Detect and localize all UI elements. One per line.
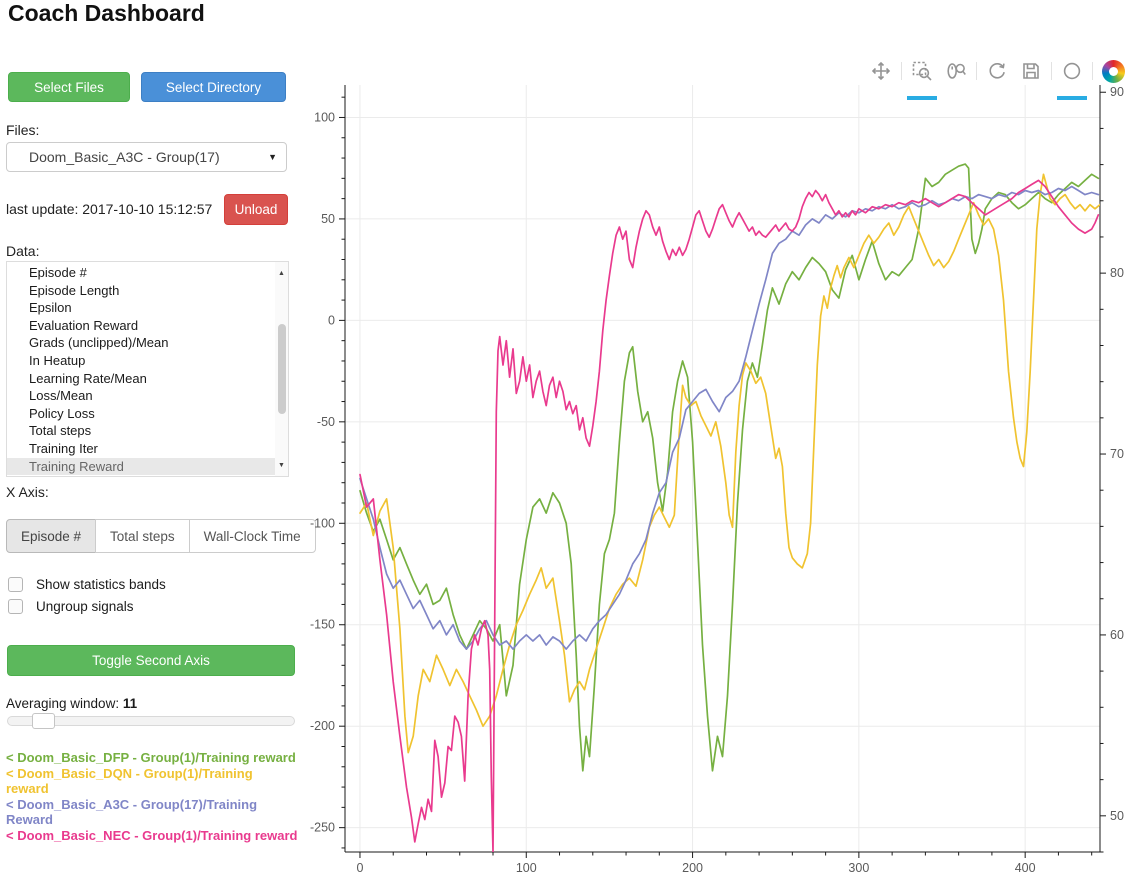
svg-text:70: 70	[1110, 447, 1124, 461]
data-list-item[interactable]: Epsilon	[29, 300, 72, 316]
active-tool-underline	[907, 96, 937, 100]
averaging-window-label: Averaging window: 11	[6, 696, 137, 711]
box-zoom-icon[interactable]	[907, 58, 937, 100]
reset-icon[interactable]	[985, 58, 1009, 84]
legend-item[interactable]: < Doom_Basic_NEC - Group(1)/Training rew…	[6, 827, 298, 843]
series-line	[359, 179, 1100, 852]
dropdown-caret-icon: ▼	[268, 152, 277, 162]
chart-legend: < Doom_Basic_DFP - Group(1)/Training rew…	[6, 750, 298, 844]
data-list-item[interactable]: Grads (unclipped)/Mean	[29, 335, 169, 351]
x-axis-tab[interactable]: Episode #	[6, 519, 97, 553]
data-list-item[interactable]: Policy Loss	[29, 405, 95, 421]
toolbar-separator	[901, 62, 902, 80]
select-files-button[interactable]: Select Files	[8, 72, 130, 102]
svg-text:90: 90	[1110, 85, 1124, 99]
chart-axes	[339, 85, 1106, 858]
active-tool-underline	[1057, 96, 1087, 100]
checkbox-label: Ungroup signals	[36, 598, 134, 614]
files-label: Files:	[6, 122, 40, 138]
bokeh-logo-icon[interactable]	[1101, 58, 1125, 84]
svg-text:50: 50	[321, 212, 335, 226]
checkbox-row[interactable]: Show statistics bands	[8, 573, 166, 595]
toolbar-separator	[1092, 62, 1093, 80]
svg-text:-150: -150	[310, 618, 335, 632]
legend-item[interactable]: < Doom_Basic_A3C - Group(17)/Training Re…	[6, 796, 258, 828]
data-list-item[interactable]: Training Iter	[29, 440, 98, 456]
data-list-item[interactable]: Total steps	[29, 423, 92, 439]
averaging-window-text: Averaging window:	[6, 696, 120, 711]
svg-text:100: 100	[516, 861, 537, 875]
toolbar-separator	[1051, 62, 1052, 80]
averaging-slider[interactable]	[7, 713, 295, 729]
x-axis-tabs: Episode # Total steps Wall-Clock Time	[6, 519, 316, 553]
svg-text:400: 400	[1015, 861, 1036, 875]
data-list-item[interactable]: Episode Length	[29, 282, 120, 298]
chart-grid	[345, 85, 1100, 852]
averaging-window-value: 11	[122, 696, 138, 711]
series-line	[359, 163, 1100, 772]
chart-toolbar	[864, 57, 1130, 100]
svg-text:-100: -100	[310, 516, 335, 530]
slider-handle[interactable]	[32, 713, 55, 729]
page-title: Coach Dashboard	[8, 0, 205, 26]
chart-tick-labels: 0 100 200 300 400 100 50 0 -50 -100 -150 -200 -250 90…	[310, 85, 1124, 875]
data-list-item[interactable]: Training Reward	[7, 457, 275, 476]
data-list-item[interactable]: Loss/Mean	[29, 388, 93, 404]
svg-text:0: 0	[328, 313, 335, 327]
checkbox[interactable]	[8, 576, 23, 592]
toolbar-separator	[976, 62, 977, 80]
scroll-down-arrow-icon[interactable]: ▼	[278, 462, 285, 469]
legend-item[interactable]: < Doom_Basic_DFP - Group(1)/Training rew…	[6, 750, 296, 765]
svg-text:-200: -200	[310, 719, 335, 733]
checkbox-label: Show statistics bands	[36, 576, 166, 592]
chart-series	[359, 163, 1100, 852]
checkbox-row[interactable]: Ungroup signals	[8, 595, 166, 617]
x-axis-tab[interactable]: Wall-Clock Time	[188, 519, 316, 553]
svg-text:-250: -250	[310, 821, 335, 835]
chart-canvas[interactable]: 0 100 200 300 400 100 50 0 -50 -100 -150 -200 -250 90…	[280, 60, 1142, 881]
data-label: Data:	[6, 243, 40, 259]
wheel-zoom-icon[interactable]	[944, 58, 968, 84]
x-axis-label: X Axis:	[6, 484, 49, 500]
data-listbox[interactable]: Episode # Episode Length Epsilon Evaluation…	[6, 261, 289, 477]
select-directory-button[interactable]: Select Directory	[141, 72, 286, 102]
series-line	[359, 185, 1100, 650]
last-update-text: last update: 2017-10-10 15:12:57	[6, 201, 213, 217]
svg-text:60: 60	[1110, 628, 1124, 642]
svg-text:200: 200	[682, 861, 703, 875]
svg-text:80: 80	[1110, 266, 1124, 280]
legend-item[interactable]: < Doom_Basic_DQN - Group(1)/Training rew…	[6, 765, 253, 797]
data-list-item[interactable]: Evaluation Reward	[29, 317, 139, 333]
data-list-item[interactable]: Learning Rate/Mean	[29, 370, 147, 386]
data-list-item[interactable]: In Heatup	[29, 352, 86, 368]
scrollbar-thumb[interactable]	[277, 324, 286, 414]
svg-text:100: 100	[314, 110, 335, 124]
files-select[interactable]: Doom_Basic_A3C - Group(17) ▼	[6, 142, 287, 172]
svg-text:-50: -50	[317, 415, 335, 429]
series-line	[359, 173, 1100, 754]
toggle-second-axis-button[interactable]: Toggle Second Axis	[7, 645, 295, 676]
list-scrollbar[interactable]: ▲ ▼	[275, 262, 288, 476]
x-axis-tab[interactable]: Total steps	[95, 519, 190, 553]
svg-text:300: 300	[848, 861, 869, 875]
pan-icon[interactable]	[869, 58, 893, 84]
svg-text:0: 0	[356, 861, 363, 875]
save-icon[interactable]	[1019, 58, 1043, 84]
checkbox[interactable]	[8, 598, 23, 614]
data-list-item[interactable]: Episode #	[29, 265, 87, 280]
options-checkboxes: Show statistics bands Ungroup signals	[8, 573, 166, 617]
svg-text:50: 50	[1110, 809, 1124, 823]
hover-icon[interactable]	[1057, 58, 1087, 100]
files-select-value: Doom_Basic_A3C - Group(17)	[29, 149, 220, 165]
unload-button[interactable]: Unload	[224, 194, 288, 225]
scroll-up-arrow-icon[interactable]: ▲	[278, 270, 285, 277]
